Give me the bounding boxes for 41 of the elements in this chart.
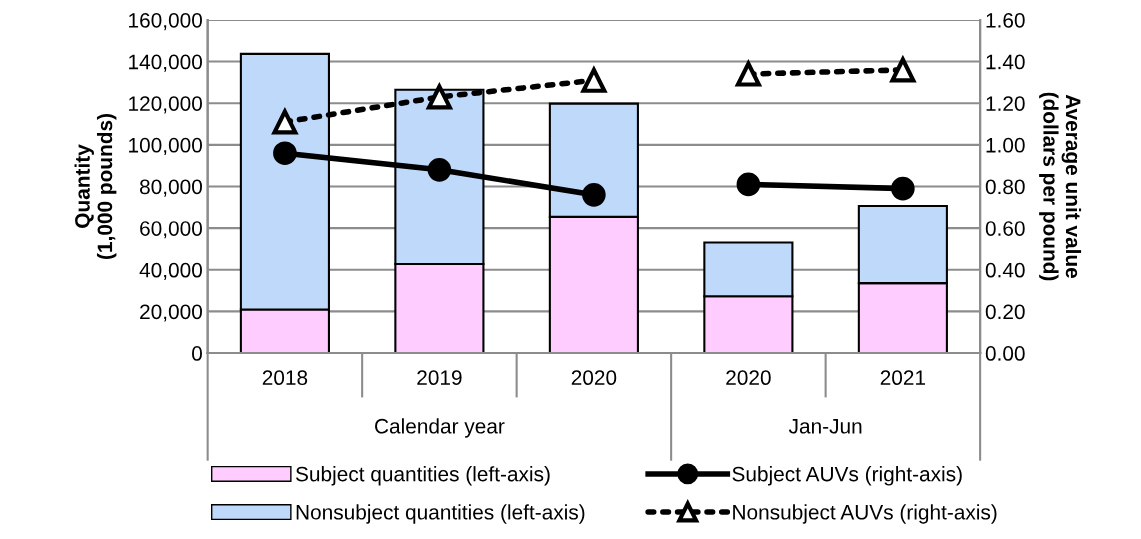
y2-tick-label: 0.80	[985, 179, 1025, 195]
y-tick-label: 160,000	[129, 12, 202, 31]
point	[272, 109, 298, 135]
y2-tick-label: 0.40	[985, 262, 1025, 278]
y-axis-title: Quantity (1,000 pounds)	[74, 114, 117, 259]
y-tick-label: 80,000	[139, 179, 202, 197]
x-tick-label: 2021	[880, 370, 926, 386]
y-tick-label: 20,000	[140, 304, 202, 322]
y-tick-label: 100,000	[129, 137, 202, 156]
y2-tick-label: 1.40	[986, 54, 1025, 70]
y2-tick-label: 0.60	[985, 221, 1025, 236]
y2-tick-label: 1.60	[986, 12, 1025, 28]
y2-axis-title: Average unit value (dollars per pound)	[1039, 92, 1082, 281]
legend-label: Subject AUVs (right-axis)	[732, 466, 962, 486]
x-tick-label: 2020	[726, 370, 771, 386]
x-tick-label: 2018	[262, 370, 308, 386]
point	[582, 183, 606, 207]
x-tick-label: 2019	[417, 370, 462, 386]
point	[734, 59, 762, 87]
y2-tick-label: 0.20	[985, 304, 1025, 320]
y-tick-label: 0	[192, 346, 202, 361]
legend-label: Nonsubject AUVs (right-axis)	[733, 504, 997, 524]
y2-tick-label: 1.20	[986, 96, 1025, 111]
point	[736, 172, 761, 197]
point	[891, 176, 915, 201]
point	[273, 141, 297, 165]
point	[427, 158, 452, 182]
text: Calendar year	[375, 418, 505, 438]
text: Jan-Jun	[788, 419, 862, 434]
y-tick-label: 40,000	[139, 262, 202, 280]
point	[890, 57, 916, 83]
y-tick-label: 140,000	[129, 54, 202, 72]
legend-label: Subject quantities (left-axis)	[295, 466, 550, 486]
legend-label: Nonsubject quantities (left-axis)	[296, 504, 585, 524]
y-tick-label: 60,000	[140, 221, 202, 239]
y-tick-label: 120,000	[129, 96, 202, 114]
x-tick-label: 2020	[571, 370, 617, 386]
y2-tick-label: 1.00	[986, 137, 1025, 153]
y2-tick-label: 0.00	[985, 346, 1025, 361]
point	[580, 65, 608, 93]
point	[426, 84, 452, 110]
